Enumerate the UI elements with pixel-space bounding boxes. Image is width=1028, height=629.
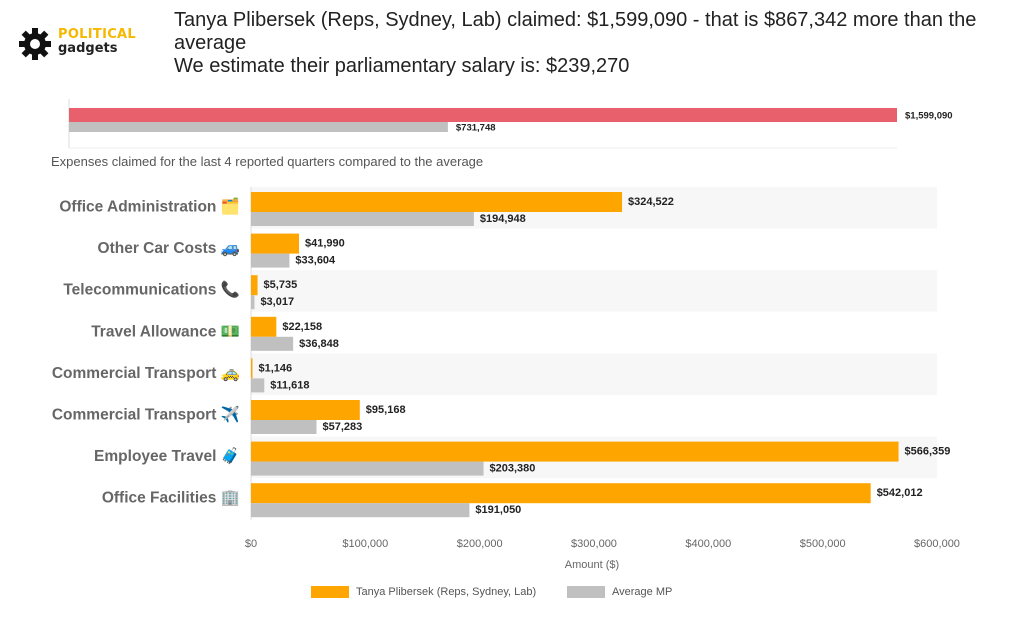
total-comparison-chart: $1,599,090 $731,748 [68, 99, 953, 149]
member-value-label: $5,735 [264, 279, 298, 291]
x-tick-label: $0 [245, 538, 257, 550]
average-value-label: $3,017 [260, 296, 294, 308]
row-background [251, 395, 937, 437]
row-background [251, 311, 937, 354]
average-bar [251, 212, 474, 226]
average-value-label: $203,380 [490, 463, 536, 475]
x-axis-title: Amount ($) [565, 559, 619, 571]
member-value-label: $324,522 [628, 196, 674, 208]
average-bar [251, 336, 294, 351]
average-value-label: $57,283 [322, 421, 362, 433]
average-value-label: $36,848 [299, 338, 339, 350]
brand-line2: gadgets [58, 41, 118, 56]
x-tick-label: $600,000 [914, 538, 960, 550]
x-tick-label: $300,000 [571, 538, 617, 550]
member-value-label: $22,158 [282, 321, 322, 333]
category-label: Office Facilities 🏢 [102, 490, 240, 507]
headline-salary: We estimate their parliamentary salary i… [174, 55, 630, 77]
chart-legend: Tanya Plibersek (Reps, Sydney, Lab) Avera… [311, 586, 672, 598]
row-background [251, 270, 937, 312]
x-tick-label: $400,000 [685, 538, 731, 550]
member-bar [251, 275, 258, 296]
total-bar [69, 122, 448, 132]
average-bar [251, 295, 255, 310]
member-value-label: $95,168 [366, 404, 406, 416]
category-label: Employee Travel 🧳 [94, 446, 240, 465]
category-label: Office Administration 🗂️ [59, 197, 240, 216]
member-bar [251, 192, 623, 212]
row-background [251, 228, 937, 271]
average-bar [251, 503, 470, 518]
average-value-label: $191,050 [475, 504, 521, 516]
gear-icon [19, 28, 51, 60]
page-headline: Tanya Plibersek (Reps, Sydney, Lab) clai… [174, 9, 1014, 78]
total-bar-label: $731,748 [456, 123, 496, 134]
legend-swatch-member [311, 586, 349, 598]
average-value-label: $194,948 [480, 213, 526, 225]
average-value-label: $33,604 [295, 255, 336, 267]
brand-line1: POLITICAL [58, 27, 136, 42]
category-label: Other Car Costs 🚙 [98, 240, 240, 257]
legend-label-member: Tanya Plibersek (Reps, Sydney, Lab) [356, 586, 536, 598]
category-label: Travel Allowance 💵 [91, 323, 240, 340]
member-bar [251, 358, 253, 379]
category-label: Telecommunications 📞 [63, 279, 240, 299]
x-tick-label: $200,000 [457, 538, 503, 550]
average-bar [251, 420, 317, 434]
member-value-label: $41,990 [305, 238, 345, 250]
x-tick-label: $100,000 [342, 538, 388, 550]
average-bar [251, 461, 484, 476]
total-bar-label: $1,599,090 [905, 111, 953, 122]
average-bar [251, 253, 290, 268]
x-tick-label: $500,000 [800, 538, 846, 550]
category-label: Commercial Transport 🚕 [52, 365, 240, 382]
member-bar [251, 316, 277, 337]
member-value-label: $1,146 [259, 362, 293, 374]
row-background [251, 353, 937, 395]
average-bar [251, 378, 265, 393]
brand-logo[interactable]: POLITICAL gadgets [18, 24, 148, 64]
chart-subtitle: Expenses claimed for the last 4 reported… [51, 154, 484, 169]
member-bar [251, 483, 871, 504]
legend-swatch-average [567, 586, 605, 598]
member-bar [251, 400, 360, 420]
total-bar [69, 108, 897, 122]
legend-label-average: Average MP [612, 586, 672, 598]
average-value-label: $11,618 [270, 379, 309, 391]
member-value-label: $566,359 [905, 446, 951, 458]
category-label: Commercial Transport ✈️ [52, 405, 240, 424]
headline-claim: Tanya Plibersek (Reps, Sydney, Lab) clai… [174, 9, 977, 54]
member-bar [251, 441, 899, 462]
member-bar [251, 233, 300, 254]
member-value-label: $542,012 [877, 487, 923, 499]
